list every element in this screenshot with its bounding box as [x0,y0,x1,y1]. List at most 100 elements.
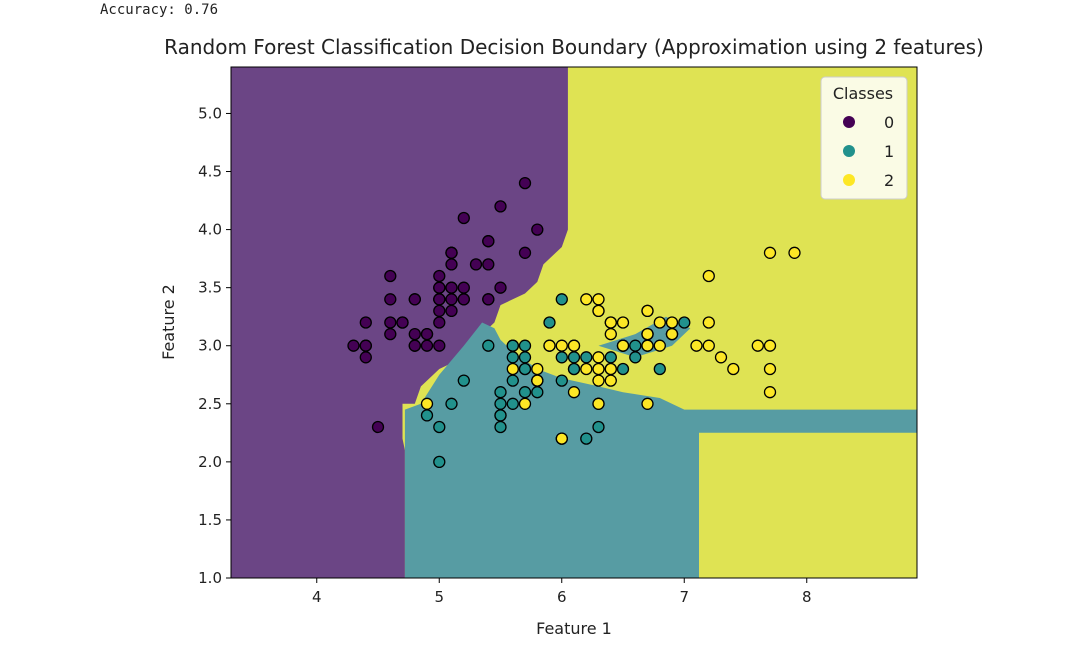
point-class-0 [433,304,446,318]
point-class-2 [580,293,593,306]
point-class-2 [653,339,666,352]
point-class-2 [555,339,568,352]
point-class-2 [531,362,544,376]
point-class-2 [592,374,605,387]
point-class-0 [445,258,458,271]
point-class-2 [506,362,519,376]
scatter-points [347,176,801,469]
point-class-1 [518,362,532,376]
point-class-0 [384,327,397,341]
point-class-0 [445,281,458,294]
point-class-1 [555,293,568,306]
point-class-1 [506,374,519,387]
point-class-0 [371,420,385,434]
point-class-1 [616,362,630,376]
point-class-0 [408,293,421,306]
x-tick-label: 5 [434,588,444,606]
point-class-1 [433,420,446,434]
accuracy-output: Accuracy: 0.76 [100,2,219,18]
y-tick-label: 4.0 [198,221,222,239]
legend-box [820,76,908,200]
point-class-1 [555,351,568,364]
point-class-2 [763,386,777,399]
x-tick-label: 8 [802,588,812,606]
point-class-2 [702,339,715,352]
point-class-2 [727,362,740,376]
point-class-1 [653,362,666,376]
point-class-1 [506,339,519,352]
point-class-1 [678,316,691,329]
point-class-0 [482,258,495,271]
point-class-0 [408,339,421,352]
x-tick-label: 6 [557,588,567,606]
point-class-1 [506,351,519,364]
y-axis: 1.0 1.5 2.0 2.5 3.0 3.5 4.0 4.5 5.0 [198,104,231,587]
point-class-0 [433,339,446,352]
y-tick-label: 3.0 [198,337,222,355]
chart-title: Random Forest Classification Decision Bo… [164,35,984,59]
point-class-0 [457,211,470,225]
y-tick-label: 4.5 [198,163,222,181]
point-class-0 [494,200,507,213]
point-class-0 [445,304,458,318]
point-class-1 [494,420,507,434]
point-class-2 [543,339,556,352]
point-class-2 [665,327,679,341]
y-tick-label: 2.5 [198,395,222,413]
point-class-2 [580,362,593,376]
point-class-0 [359,316,372,329]
point-class-2 [567,386,581,399]
point-class-2 [751,339,764,352]
y-tick-label: 2.0 [198,453,222,471]
point-class-1 [580,432,593,445]
point-class-1 [482,339,495,352]
point-class-0 [494,281,507,294]
x-axis-label: Feature 1 [536,619,612,638]
point-class-0 [457,293,470,306]
point-class-0 [347,339,360,352]
point-class-0 [433,316,446,329]
legend-label-class-0: 0 [884,113,894,132]
point-class-2 [592,304,605,318]
point-class-0 [433,269,446,283]
point-class-2 [690,339,703,352]
legend-title: Classes [833,84,893,103]
y-axis-label: Feature 2 [159,284,178,360]
point-class-0 [445,293,458,306]
y-tick-label: 3.5 [198,279,222,297]
legend-marker-class-2 [843,174,855,186]
point-class-1 [555,374,568,387]
point-class-2 [592,351,605,364]
point-class-0 [482,293,495,306]
point-class-1 [445,397,458,410]
point-class-2 [592,293,605,306]
region-class-1-1 [404,322,917,578]
point-class-1 [629,339,642,352]
point-class-1 [433,455,446,469]
point-class-2 [567,339,581,352]
y-tick-label: 1.5 [198,511,222,529]
point-class-2 [420,397,434,410]
point-class-0 [457,281,470,294]
point-class-0 [531,223,544,236]
point-class-2 [518,397,532,410]
point-class-0 [518,246,532,259]
point-class-0 [445,246,458,259]
point-class-2 [763,339,777,352]
point-class-0 [384,293,397,306]
point-class-2 [702,269,715,283]
x-tick-label: 7 [679,588,689,606]
point-class-0 [359,339,372,352]
point-class-2 [665,316,679,329]
point-class-1 [518,386,532,399]
point-class-1 [494,409,507,422]
point-class-2 [702,316,715,329]
point-class-1 [567,351,581,364]
point-class-2 [641,327,654,341]
y-tick-label: 5.0 [198,104,222,122]
x-tick-label: 4 [312,588,322,606]
point-class-2 [616,316,630,329]
x-axis: 4 5 6 7 8 [312,578,812,606]
point-class-1 [629,351,642,364]
point-class-1 [518,351,532,364]
